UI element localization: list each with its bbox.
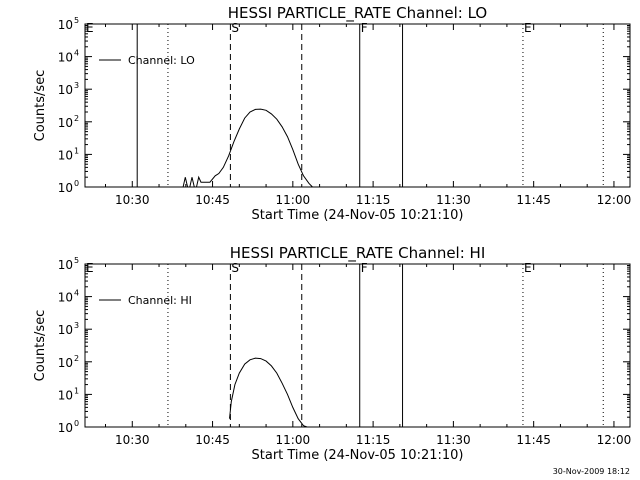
y-tick-label: 10 bbox=[58, 18, 73, 32]
event-marker-label: S bbox=[231, 261, 239, 275]
y-tick-label: 10 bbox=[58, 291, 73, 305]
y-tick-exponent: 4 bbox=[74, 49, 79, 58]
y-tick-exponent: 1 bbox=[74, 386, 79, 395]
y-tick-exponent: 2 bbox=[74, 114, 79, 123]
y-tick-label: 10 bbox=[58, 258, 73, 272]
series-line bbox=[229, 357, 308, 428]
x-tick-label: 11:00 bbox=[276, 433, 311, 447]
y-tick-label: 10 bbox=[58, 148, 73, 162]
footer-timestamp: 30-Nov-2009 18:12 bbox=[552, 467, 630, 476]
y-tick-label: 10 bbox=[58, 51, 73, 65]
x-axis-label: Start Time (24-Nov-05 10:21:10) bbox=[252, 448, 464, 463]
event-marker-label: E bbox=[86, 21, 94, 35]
y-tick-label: 10 bbox=[58, 356, 73, 370]
y-tick-exponent: 5 bbox=[74, 16, 79, 25]
x-tick-label: 11:15 bbox=[356, 193, 391, 207]
x-tick-label: 11:45 bbox=[516, 433, 551, 447]
plot-frame bbox=[84, 23, 631, 188]
x-tick-label: 11:30 bbox=[436, 433, 471, 447]
event-marker-label: E bbox=[86, 261, 94, 275]
y-tick-label: 10 bbox=[58, 388, 73, 402]
x-tick-label: 11:15 bbox=[356, 433, 391, 447]
legend-label: Channel: LO bbox=[128, 54, 195, 67]
y-tick-label: 10 bbox=[58, 83, 73, 97]
y-tick-label: 10 bbox=[58, 116, 73, 130]
y-tick-exponent: 0 bbox=[74, 419, 79, 428]
series-line bbox=[182, 108, 313, 188]
y-tick-exponent: 3 bbox=[74, 81, 79, 90]
plot-frame bbox=[84, 263, 631, 428]
chart-panel-2: HESSI PARTICLE_RATE Channel: HI 10:30 10:4… bbox=[33, 244, 631, 463]
y-tick-exponent: 1 bbox=[74, 146, 79, 155]
x-tick-label: 11:00 bbox=[276, 193, 311, 207]
x-tick-label: 12:00 bbox=[597, 193, 632, 207]
y-axis-label: Counts/sec bbox=[33, 70, 48, 142]
chart-title: HESSI PARTICLE_RATE Channel: LO bbox=[228, 4, 487, 23]
x-tick-label: 11:45 bbox=[516, 193, 551, 207]
y-tick-label: 10 bbox=[58, 421, 73, 435]
y-tick-exponent: 5 bbox=[74, 256, 79, 265]
event-marker-label: F bbox=[361, 21, 368, 35]
legend-label: Channel: HI bbox=[128, 294, 192, 307]
y-tick-label: 10 bbox=[58, 181, 73, 195]
x-tick-label: 12:00 bbox=[597, 433, 632, 447]
y-tick-exponent: 3 bbox=[74, 321, 79, 330]
y-tick-exponent: 4 bbox=[74, 289, 79, 298]
y-tick-exponent: 2 bbox=[74, 354, 79, 363]
x-tick-label: 10:30 bbox=[115, 433, 150, 447]
x-tick-label: 10:45 bbox=[195, 193, 230, 207]
x-axis-label: Start Time (24-Nov-05 10:21:10) bbox=[252, 208, 464, 223]
chart-title: HESSI PARTICLE_RATE Channel: HI bbox=[230, 244, 486, 263]
x-tick-label: 11:30 bbox=[436, 193, 471, 207]
event-marker-label: E bbox=[524, 21, 532, 35]
y-tick-exponent: 0 bbox=[74, 179, 79, 188]
y-axis-label: Counts/sec bbox=[33, 310, 48, 382]
x-tick-label: 10:30 bbox=[115, 193, 150, 207]
chart-panel-1: HESSI PARTICLE_RATE Channel: LO 10:30 10:4… bbox=[33, 4, 631, 223]
y-tick-label: 10 bbox=[58, 323, 73, 337]
event-marker-label: F bbox=[361, 261, 368, 275]
event-marker-label: E bbox=[524, 261, 532, 275]
x-tick-label: 10:45 bbox=[195, 433, 230, 447]
event-marker-label: S bbox=[231, 21, 239, 35]
